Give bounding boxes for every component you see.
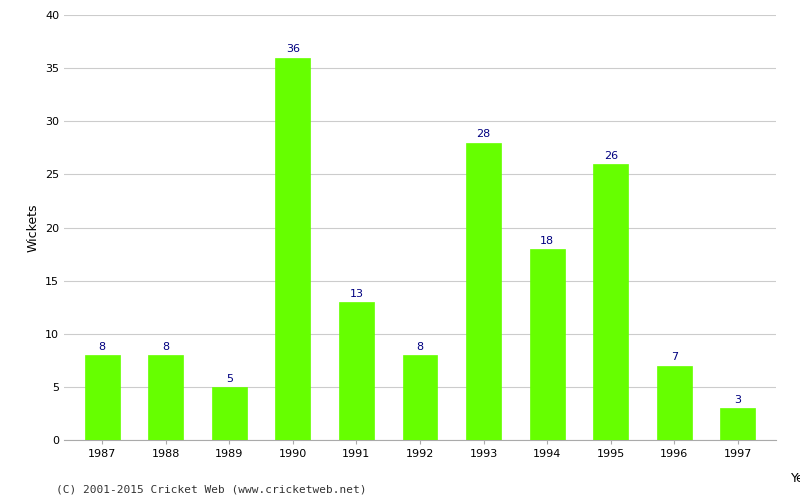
Text: 8: 8 <box>162 342 170 352</box>
Bar <box>402 355 438 440</box>
Text: 8: 8 <box>417 342 423 352</box>
Text: 13: 13 <box>350 288 363 298</box>
Text: 7: 7 <box>670 352 678 362</box>
Bar <box>466 142 501 440</box>
Y-axis label: Wickets: Wickets <box>26 203 39 252</box>
Bar <box>148 355 183 440</box>
X-axis label: Year: Year <box>791 472 800 485</box>
Text: 26: 26 <box>604 150 618 160</box>
Text: 5: 5 <box>226 374 233 384</box>
Bar <box>720 408 755 440</box>
Bar <box>594 164 628 440</box>
Bar <box>85 355 120 440</box>
Bar <box>339 302 374 440</box>
Text: 28: 28 <box>477 130 490 140</box>
Bar <box>275 58 310 440</box>
Text: 18: 18 <box>540 236 554 246</box>
Bar <box>530 248 565 440</box>
Text: 3: 3 <box>734 395 742 405</box>
Text: 36: 36 <box>286 44 300 54</box>
Text: 8: 8 <box>98 342 106 352</box>
Bar <box>212 387 246 440</box>
Text: (C) 2001-2015 Cricket Web (www.cricketweb.net): (C) 2001-2015 Cricket Web (www.cricketwe… <box>56 485 366 495</box>
Bar <box>657 366 692 440</box>
